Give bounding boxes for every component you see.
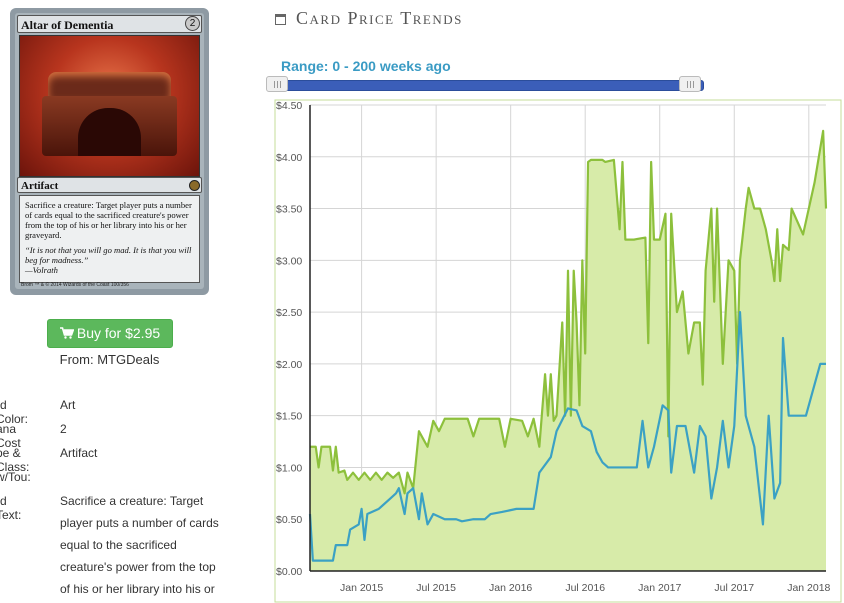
series-line-green [310, 129, 828, 495]
card-rules-text: Sacrifice a creature: Target player puts… [25, 200, 192, 240]
buy-button[interactable]: Buy for $2.95 [47, 319, 173, 348]
set-symbol-icon [189, 180, 200, 191]
card-artist: Brom [21, 282, 33, 288]
x-tick-label: Jan 2016 [489, 582, 532, 594]
card-flavor-author: —Volrath [25, 265, 58, 275]
altar-arch-shape [78, 108, 141, 156]
price-chart: $0.00 $0.50 $1.00 $1.50 $2.00 $2.50 $3.00 $3.50… [274, 99, 842, 603]
y-tick-label: $4.00 [276, 152, 302, 164]
y-tick-label: $2.50 [276, 307, 302, 319]
detail-label: ana Cost [0, 422, 21, 450]
detail-label: rd Text: [0, 494, 22, 522]
card-image: Altar of Dementia 2 Artifact Sacrifice a… [10, 8, 209, 295]
section-title-text: Card Price Trends [296, 8, 463, 28]
card-text-line: equal to the sacrificed [60, 538, 177, 552]
x-axis-ticks: Jan 2015 Jul 2015 Jan 2016 Jul 2016 Jan 2017… [340, 582, 831, 594]
detail-value: 2 [60, 422, 67, 436]
range-label: Range: 0 - 200 weeks ago [281, 58, 451, 74]
range-slider-handle-max[interactable] [679, 76, 701, 92]
card-text-line: of his or her library into his or [60, 582, 215, 596]
range-slider-handle-min[interactable] [266, 76, 288, 92]
card-type-line: Artifact [17, 177, 202, 193]
y-tick-label: $0.50 [276, 514, 302, 526]
y-tick-label: $1.50 [276, 411, 302, 423]
card-frame: Altar of Dementia 2 Artifact Sacrifice a… [15, 13, 204, 289]
card-copyright: ™ & © 2014 Wizards of the Coast 100/356 [34, 282, 129, 288]
card-text-line: player puts a number of cards [60, 516, 219, 530]
chart-area-fill [310, 130, 826, 571]
x-tick-label: Jul 2017 [714, 582, 754, 594]
x-tick-label: Jan 2017 [638, 582, 681, 594]
y-tick-label: $3.50 [276, 204, 302, 216]
section-title: Card Price Trends [275, 8, 463, 29]
range-slider-track[interactable] [276, 80, 704, 91]
card-art [19, 35, 200, 177]
y-tick-label: $2.00 [276, 359, 302, 371]
detail-label: w/Tou: [0, 470, 31, 484]
cart-icon [59, 327, 75, 339]
detail-label: rd Color: [0, 398, 29, 426]
x-tick-label: Jul 2015 [416, 582, 456, 594]
seller-text: From: MTGDeals [59, 352, 160, 367]
x-tick-label: Jul 2016 [565, 582, 605, 594]
price-area-fill [310, 130, 826, 571]
detail-label: pe & Class: [0, 446, 30, 474]
y-tick-label: $0.00 [276, 566, 302, 578]
card-text-line: Sacrifice a creature: Target [60, 494, 204, 508]
buy-button-label: Buy for $2.95 [76, 325, 161, 341]
altar-top-shape [48, 72, 171, 98]
card-text-line: creature's power from the top [60, 560, 216, 574]
card-textbox: Sacrifice a creature: Target player puts… [19, 195, 200, 283]
y-axis-ticks: $0.00 $0.50 $1.00 $1.50 $2.00 $2.50 $3.00 $3.50… [276, 100, 302, 578]
detail-value: Artifact [60, 446, 98, 460]
calendar-icon [275, 14, 286, 25]
x-tick-label: Jan 2018 [787, 582, 830, 594]
mana-cost-symbol: 2 [185, 16, 200, 31]
series-line-blue [308, 311, 826, 562]
card-flavor-text: “It is not that you will go mad. It is t… [25, 245, 192, 265]
detail-value: Art [60, 398, 76, 412]
card-footer: Brom ™ & © 2014 Wizards of the Coast 100… [21, 282, 129, 288]
y-tick-label: $1.00 [276, 462, 302, 474]
x-tick-label: Jan 2015 [340, 582, 383, 594]
y-tick-label: $4.50 [276, 100, 302, 112]
y-tick-label: $3.00 [276, 255, 302, 267]
chart-lines [308, 129, 828, 562]
card-name: Altar of Dementia [17, 15, 202, 33]
